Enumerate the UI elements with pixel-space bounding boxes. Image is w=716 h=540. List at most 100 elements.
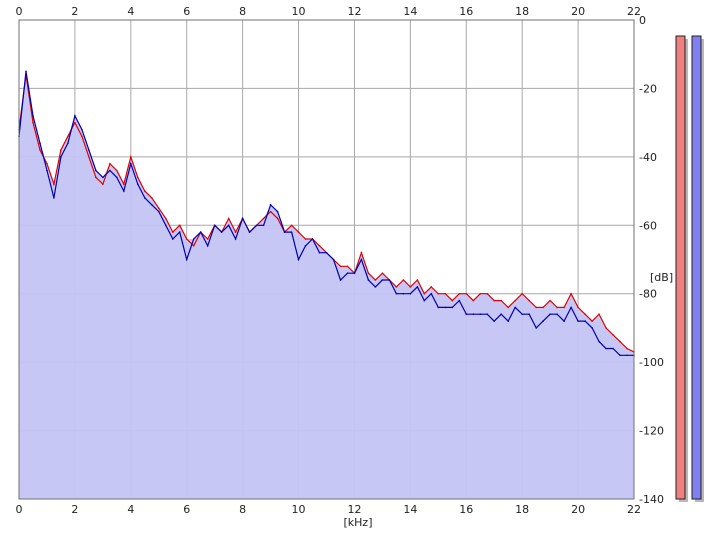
- series-1-point: [437, 292, 440, 295]
- series-2-point: [458, 299, 461, 302]
- series-1-point: [178, 224, 181, 227]
- series-2-point: [290, 231, 293, 233]
- series-1-point: [612, 334, 614, 336]
- x-tick-label-bottom: 22: [627, 503, 641, 516]
- series-1-point: [374, 279, 377, 281]
- series-1-point: [444, 292, 447, 295]
- x-tick-label-top: 2: [71, 5, 78, 18]
- series-1-point: [137, 176, 139, 179]
- series-2-point: [109, 169, 111, 172]
- series-1-point: [339, 265, 342, 268]
- series-1-point: [549, 299, 551, 302]
- series-2-point: [542, 320, 544, 322]
- x-tick-label-bottom: 16: [459, 503, 473, 516]
- series-2-point: [465, 313, 468, 316]
- series-1-point: [165, 217, 167, 220]
- series-1-point: [130, 156, 132, 158]
- series-2-point: [486, 313, 489, 316]
- spectrum-fill: [19, 71, 634, 500]
- x-tick-label-bottom: 4: [127, 503, 134, 516]
- series-2-point: [74, 115, 76, 117]
- series-1-point: [577, 306, 579, 309]
- series-1-point: [346, 265, 349, 268]
- series-1-point: [584, 313, 586, 316]
- series-2-point: [528, 313, 530, 316]
- series-2-point: [81, 128, 83, 131]
- series-2-point: [626, 354, 628, 357]
- series-1-point: [109, 162, 111, 165]
- level-meter-bar-1: [675, 35, 686, 500]
- series-2-point: [556, 313, 558, 316]
- series-2-point: [332, 258, 335, 261]
- series-2-point: [165, 224, 167, 227]
- series-1-point: [262, 217, 265, 220]
- series-2-point: [402, 292, 405, 295]
- series-2-point: [591, 327, 593, 329]
- series-2-point: [276, 210, 279, 213]
- x-tick-label-top: 16: [459, 5, 473, 18]
- series-2-point: [234, 238, 237, 240]
- series-1-point: [297, 231, 300, 233]
- series-2-point: [178, 231, 181, 233]
- series-1-point: [395, 286, 398, 288]
- series-1-point: [95, 176, 97, 179]
- series-1-point: [192, 245, 195, 247]
- series-2-point: [116, 176, 118, 179]
- series-2-point: [137, 183, 139, 185]
- series-2-point: [53, 197, 55, 199]
- series-2-point: [318, 251, 321, 254]
- x-tick-label-bottom: 18: [515, 503, 529, 516]
- series-2-point: [192, 238, 195, 240]
- series-1-point: [570, 292, 572, 295]
- series-1-point: [60, 149, 62, 151]
- series-2-point: [570, 306, 572, 309]
- series-1-point: [123, 183, 125, 185]
- y-tick-label: -140: [639, 493, 664, 506]
- series-1-point: [521, 292, 523, 295]
- series-2-point: [500, 313, 503, 316]
- series-2-point: [353, 272, 356, 275]
- series-1-point: [542, 306, 544, 309]
- x-tick-label-top: 8: [239, 5, 246, 18]
- series-1-point: [172, 231, 174, 233]
- series-2-point: [479, 313, 482, 316]
- series-2-point: [144, 197, 146, 199]
- series-2-point: [416, 286, 419, 288]
- level-meters: [675, 35, 704, 502]
- series-2-point: [507, 320, 510, 322]
- series-1-point: [290, 224, 293, 227]
- series-2-point: [213, 224, 216, 227]
- series-2-point: [360, 258, 363, 261]
- series-1-point: [206, 238, 209, 240]
- series-2-point: [227, 224, 230, 227]
- series-2-point: [605, 347, 607, 350]
- series-2-point: [346, 272, 349, 275]
- series-1-point: [598, 313, 600, 316]
- x-tick-label-top: 12: [347, 5, 361, 18]
- series-1-point: [81, 135, 83, 138]
- series-2-point: [549, 313, 551, 316]
- x-tick-label-top: 18: [515, 5, 529, 18]
- x-tick-label-bottom: 14: [403, 503, 417, 516]
- series-1-point: [102, 183, 104, 185]
- series-2-point: [199, 231, 202, 233]
- series-1-point: [360, 251, 363, 254]
- series-2-point: [297, 258, 300, 261]
- series-1-point: [493, 299, 496, 302]
- series-1-point: [402, 279, 405, 281]
- x-tick-label-bottom: 2: [71, 503, 78, 516]
- series-2-point: [535, 327, 537, 329]
- series-1-point: [234, 231, 237, 233]
- y-tick-label: -120: [639, 425, 664, 438]
- series-1-point: [591, 320, 593, 322]
- series-2-point: [311, 238, 314, 240]
- level-meter-bar-2: [691, 35, 702, 500]
- series-1-point: [367, 272, 370, 275]
- series-1-point: [74, 121, 76, 124]
- series-2-point: [255, 224, 258, 227]
- series-1-point: [67, 135, 69, 138]
- series-1-point: [227, 217, 230, 220]
- series-1-point: [39, 149, 41, 151]
- series-2-point: [521, 313, 523, 316]
- x-tick-label-bottom: 0: [16, 503, 23, 516]
